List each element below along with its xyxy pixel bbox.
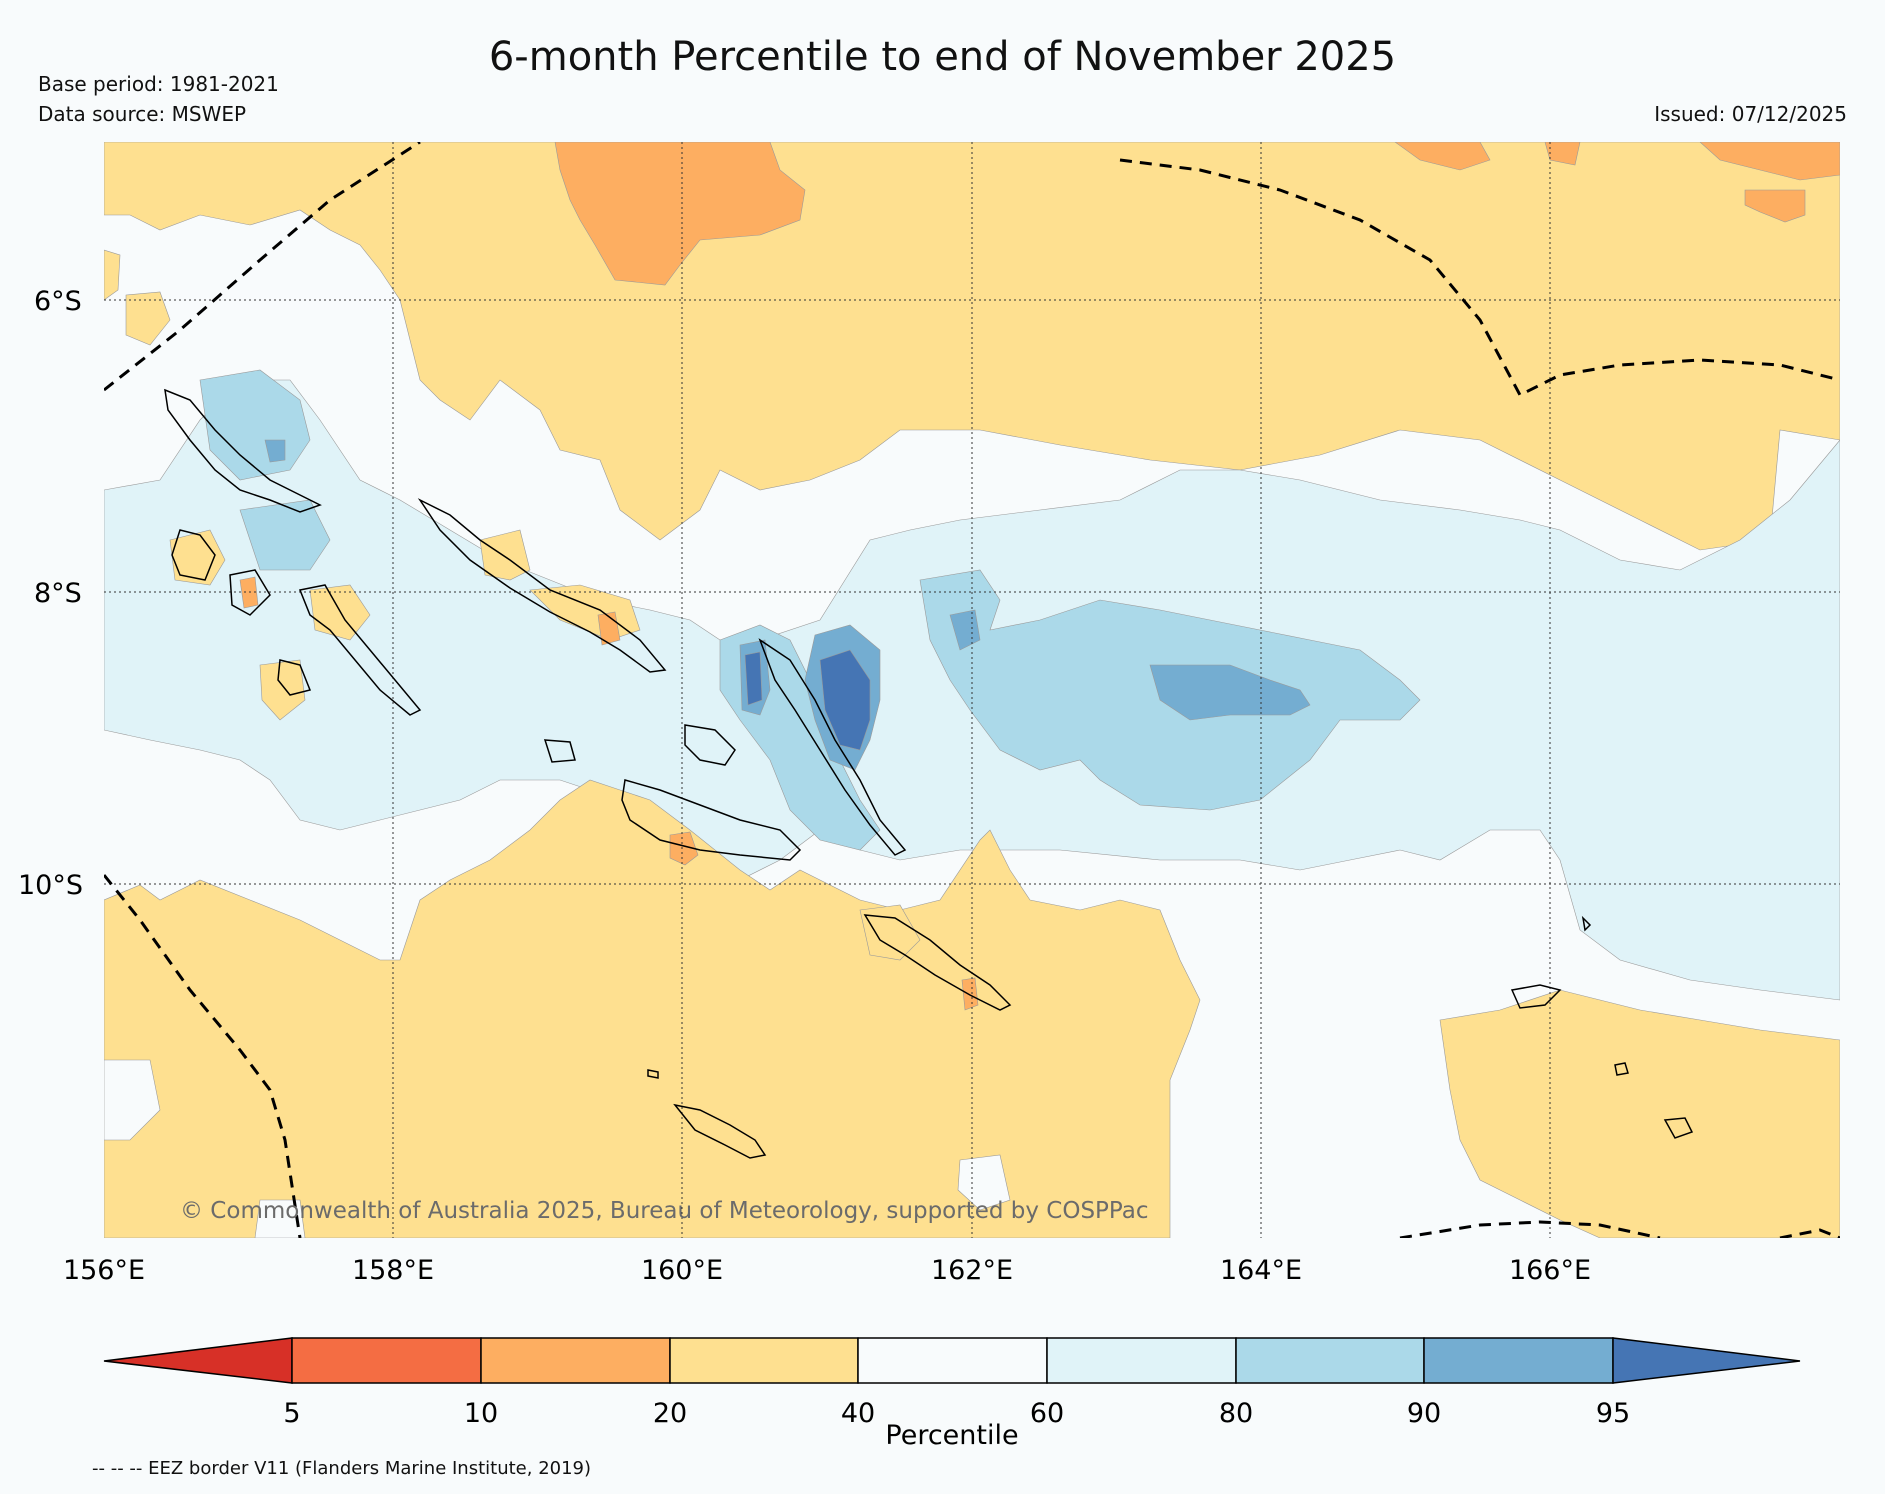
colorbar-tick-20: 20 xyxy=(653,1398,687,1429)
region-north-10-20-e xyxy=(1744,189,1806,223)
coast-makira xyxy=(673,1103,767,1159)
eez-footnote: -- -- -- EEZ border V11 (Flanders Marine… xyxy=(92,1458,592,1479)
coast-guadalcanal xyxy=(621,779,802,861)
region-north-dry-islet xyxy=(104,249,121,301)
colorbar-tick-90: 90 xyxy=(1407,1398,1441,1429)
colorbar-seg-60-80 xyxy=(1046,1337,1237,1384)
issued-date: Issued: 07/12/2025 xyxy=(1654,102,1847,126)
coast-new-georgia xyxy=(171,529,216,581)
region-wet-90-95-e xyxy=(264,439,286,463)
coast-kolombangara xyxy=(298,584,422,716)
region-south-hole-a xyxy=(957,1154,1011,1211)
lon-label-164e: 164°E xyxy=(1220,1255,1302,1286)
gridlines xyxy=(104,142,1840,1238)
coast-vella xyxy=(229,569,271,616)
region-north-dry-west xyxy=(125,291,171,346)
coast-santa-cruz-b xyxy=(1663,1117,1694,1139)
colorbar-tick-95: 95 xyxy=(1596,1398,1630,1429)
coast-rendova xyxy=(277,659,312,696)
coast-tikopia xyxy=(1581,915,1592,932)
region-north-10-20-b xyxy=(1394,142,1491,171)
colorbar-label: Percentile xyxy=(885,1420,1018,1451)
coast-vanikoro xyxy=(1510,984,1562,1009)
eez-borders xyxy=(104,142,1840,1238)
colorbar: 5 10 20 40 60 80 90 95 Percentile xyxy=(103,1337,1801,1451)
colorbar-seg-5-10 xyxy=(291,1337,482,1384)
coast-russell xyxy=(543,739,576,763)
colorbar-seg-90-95 xyxy=(1423,1337,1614,1384)
region-south-hole-c xyxy=(104,1059,161,1141)
colorbar-seg-20-40 xyxy=(669,1337,859,1384)
colorbar-tick-80: 80 xyxy=(1219,1398,1253,1429)
region-south-10-20-a xyxy=(669,831,699,866)
copyright-credit: © Commonwealth of Australia 2025, Bureau… xyxy=(180,1198,1149,1224)
coast-santa-isabel xyxy=(758,638,907,856)
region-south-east-dry xyxy=(1439,989,1840,1238)
colorbar-seg-40-60 xyxy=(857,1337,1048,1384)
region-west-dry-a xyxy=(169,529,226,586)
region-south-hole-b xyxy=(254,1199,306,1238)
region-west-dry-b xyxy=(259,659,306,721)
colorbar-seg-80-90 xyxy=(1235,1337,1425,1384)
coast-santa-cruz-a xyxy=(1614,1062,1629,1076)
coast-ngella xyxy=(684,724,736,766)
region-wet-90-95-d xyxy=(949,609,981,651)
eez-south-west xyxy=(104,874,302,1238)
region-north-dry xyxy=(104,142,1840,551)
lon-label-158e: 158°E xyxy=(352,1255,434,1286)
region-wet-95-a xyxy=(819,649,871,751)
coast-bougainville xyxy=(164,388,322,513)
data-source: Data source: MSWEP xyxy=(38,102,247,126)
region-north-10-20-c xyxy=(1544,142,1581,166)
region-north-10-20-d xyxy=(1699,142,1840,181)
lon-label-156e: 156°E xyxy=(63,1255,145,1286)
coast-choiseul xyxy=(417,498,667,673)
map-panel: © Commonwealth of Australia 2025, Bureau… xyxy=(104,142,1840,1238)
region-north-10-20-a xyxy=(554,142,806,286)
eez-south-east xyxy=(1399,1220,1840,1238)
region-wet-95-b xyxy=(744,651,763,706)
region-south-10-20-b xyxy=(961,977,979,1011)
region-south-dry-islet xyxy=(859,904,921,961)
lon-label-160e: 160°E xyxy=(641,1255,723,1286)
colorbar-extend-high xyxy=(1612,1337,1801,1384)
lat-label-8s: 8°S xyxy=(34,578,82,609)
colorbar-tick-60: 60 xyxy=(1030,1398,1064,1429)
lon-label-166e: 166°E xyxy=(1509,1255,1591,1286)
eez-north-west xyxy=(104,142,421,392)
coastlines xyxy=(164,388,1694,1159)
region-west-wet-80-90-b xyxy=(239,499,331,571)
region-south-dry xyxy=(104,779,1201,1238)
region-wet-90-95-b xyxy=(1149,664,1311,721)
base-period: Base period: 1981-2021 xyxy=(38,72,279,96)
colorbar-extend-low xyxy=(103,1337,293,1384)
coast-rennell-a xyxy=(647,1069,659,1079)
colorbar-tick-10: 10 xyxy=(464,1398,498,1429)
lat-label-6s: 6°S xyxy=(34,286,82,317)
colorbar-seg-10-20 xyxy=(480,1337,671,1384)
map-title: 6-month Percentile to end of November 20… xyxy=(488,34,1397,80)
colorbar-tick-5: 5 xyxy=(283,1398,300,1429)
lon-label-162e: 162°E xyxy=(931,1255,1013,1286)
colorbar-tick-40: 40 xyxy=(841,1398,875,1429)
eez-north-east xyxy=(1119,158,1840,397)
lat-label-10s: 10°S xyxy=(18,870,83,901)
coast-malaita xyxy=(863,914,1012,1011)
